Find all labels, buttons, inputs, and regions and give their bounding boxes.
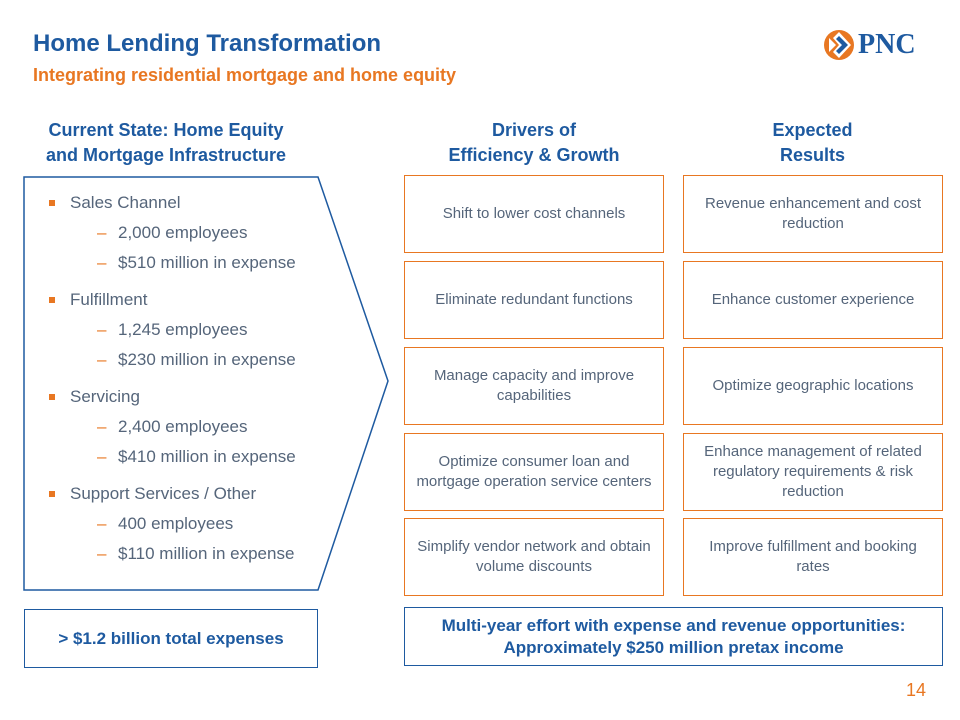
logo-wordmark: PNC (858, 29, 916, 60)
summary-line-2: Approximately $250 million pretax income (503, 637, 844, 657)
current-state-list: Sales Channel –2,000 employees – $510 mil… (45, 190, 335, 578)
bullet-square-icon (49, 491, 55, 497)
page-title: Home Lending Transformation (33, 30, 382, 57)
list-item: Fulfillment –1,245 employees – $230 milli… (45, 287, 335, 372)
pnc-logo: PNC (822, 28, 934, 62)
pnc-logo-icon (824, 30, 854, 60)
result-box: Optimize geographic locations (683, 347, 943, 425)
result-box: Enhance management of related regulatory… (683, 433, 943, 511)
driver-box: Simplify vendor network and obtain volum… (404, 518, 664, 596)
summary-line-1: Multi-year effort with expense and reven… (441, 615, 906, 635)
results-heading: Expected Results (772, 120, 853, 165)
result-box: Improve fulfillment and booking rates (683, 518, 943, 596)
page-number: 14 (906, 680, 927, 700)
bullet-square-icon (49, 297, 55, 303)
driver-box: Eliminate redundant functions (404, 261, 664, 339)
total-expenses-box: > $1.2 billion total expenses (24, 609, 318, 668)
summary-box: Multi-year effort with expense and reven… (404, 607, 943, 666)
list-item: Sales Channel –2,000 employees – $510 mil… (45, 190, 335, 275)
driver-box: Manage capacity and improve capabilities (404, 347, 664, 425)
driver-box: Optimize consumer loan and mortgage oper… (404, 433, 664, 511)
drivers-heading: Drivers of Efficiency & Growth (448, 120, 620, 165)
list-item: Servicing –2,400 employees – $410 million… (45, 384, 335, 469)
current-state-heading: Current State: Home Equity and Mortgage … (45, 120, 287, 165)
page-subtitle: Integrating residential mortgage and hom… (33, 65, 457, 85)
list-item: Support Services / Other –400 employees … (45, 481, 335, 566)
result-box: Revenue enhancement and cost reduction (683, 175, 943, 253)
current-state-chevron (23, 176, 389, 591)
result-box: Enhance customer experience (683, 261, 943, 339)
driver-box: Shift to lower cost channels (404, 175, 664, 253)
bullet-square-icon (49, 200, 55, 206)
bullet-square-icon (49, 394, 55, 400)
